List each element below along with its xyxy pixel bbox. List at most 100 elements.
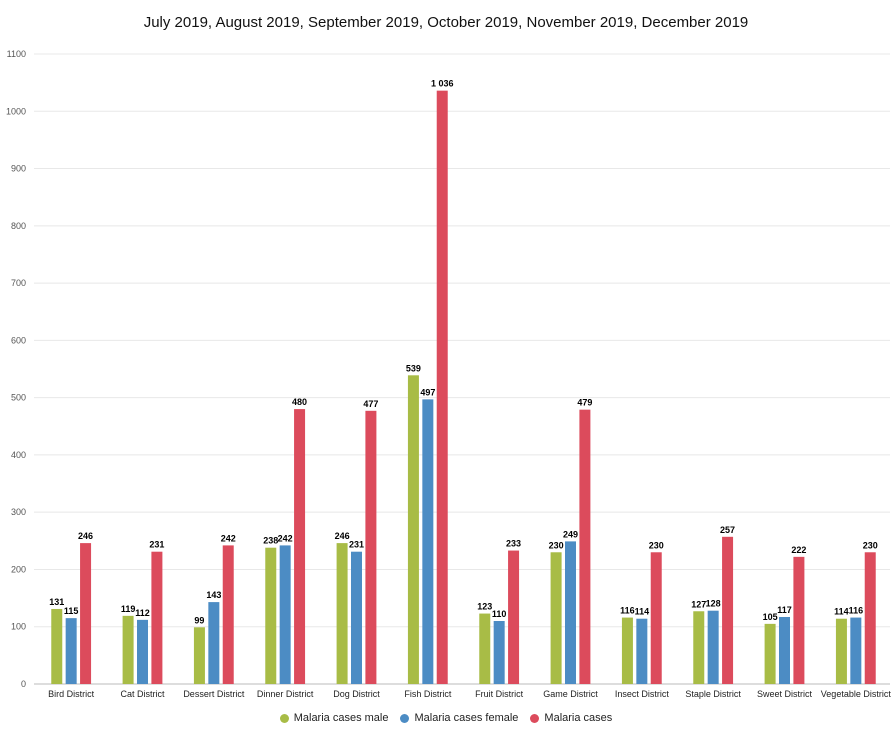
y-tick-label: 600 (11, 335, 26, 345)
data-label: 477 (363, 399, 378, 409)
x-tick-label: Fruit District (475, 689, 523, 699)
legend-item: Malaria cases male (279, 712, 389, 724)
data-label: 99 (194, 615, 204, 625)
data-label: 143 (206, 590, 221, 600)
legend-swatch (279, 713, 289, 723)
legend-swatch (530, 713, 540, 723)
data-label: 257 (720, 525, 735, 535)
legend-item: Malaria cases female (400, 712, 518, 724)
data-label: 114 (834, 607, 849, 617)
x-tick-label: Cat District (120, 689, 165, 699)
y-tick-label: 1100 (7, 49, 26, 59)
y-tick-label: 300 (11, 507, 26, 517)
data-label: 246 (78, 531, 93, 541)
bar (151, 551, 163, 684)
bar (193, 627, 205, 684)
data-label: 114 (635, 607, 650, 617)
bar (407, 375, 419, 684)
x-tick-label: Sweet District (757, 689, 813, 699)
data-label: 480 (292, 397, 307, 407)
bar (279, 545, 291, 684)
x-tick-label: Game District (543, 689, 598, 699)
bar (565, 541, 576, 684)
x-tick-label: Staple District (685, 689, 741, 699)
legend-label: Malaria cases male (293, 712, 389, 724)
data-label: 127 (691, 599, 706, 609)
bar (864, 552, 876, 684)
data-label: 1 036 (431, 79, 454, 89)
bar (550, 552, 562, 684)
bar (479, 613, 491, 684)
bar (493, 621, 505, 684)
data-label: 249 (563, 529, 578, 539)
data-label: 117 (777, 605, 792, 615)
bar (80, 543, 92, 684)
bar (265, 547, 277, 684)
y-tick-label: 800 (11, 221, 26, 231)
bar (122, 615, 134, 684)
bar (793, 556, 805, 684)
y-tick-label: 1000 (6, 106, 26, 116)
data-label: 131 (49, 597, 64, 607)
bar (579, 409, 591, 684)
data-label: 230 (549, 540, 564, 550)
x-tick-label: Fish District (404, 689, 451, 699)
y-tick-label: 900 (11, 164, 26, 174)
data-label: 112 (135, 608, 150, 618)
data-label: 231 (149, 540, 164, 550)
data-label: 105 (763, 612, 778, 622)
bar (137, 619, 148, 684)
data-label: 238 (263, 536, 278, 546)
bar (850, 617, 862, 684)
data-label: 110 (492, 609, 507, 619)
legend-item: Malaria cases (530, 712, 612, 724)
x-tick-label: Dinner District (257, 689, 314, 699)
data-label: 230 (649, 540, 664, 550)
bar (707, 610, 719, 684)
data-label: 222 (791, 545, 806, 555)
bar (65, 618, 77, 684)
data-label: 539 (406, 363, 421, 373)
bar (294, 409, 306, 684)
bar (208, 602, 220, 684)
y-tick-label: 0 (21, 679, 26, 689)
data-label: 123 (477, 602, 492, 612)
x-tick-label: Insect District (615, 689, 670, 699)
data-label: 233 (506, 539, 521, 549)
data-label: 116 (620, 606, 635, 616)
bar (222, 545, 234, 684)
data-label: 231 (349, 540, 364, 550)
data-label: 242 (221, 533, 236, 543)
bar (650, 552, 662, 684)
bar (51, 608, 63, 684)
bar (351, 551, 362, 684)
x-tick-label: Dog District (333, 689, 380, 699)
y-tick-label: 100 (11, 622, 26, 632)
y-tick-label: 200 (11, 564, 26, 574)
bar (693, 611, 705, 684)
data-label: 128 (706, 599, 721, 609)
data-label: 246 (335, 531, 350, 541)
bar (336, 543, 348, 684)
bar (621, 617, 633, 684)
data-label: 479 (577, 398, 592, 408)
data-label: 497 (420, 387, 435, 397)
data-label: 116 (849, 606, 864, 616)
y-tick-label: 400 (11, 450, 26, 460)
bar (835, 618, 847, 684)
legend-label: Malaria cases (544, 712, 613, 724)
bar (764, 623, 776, 684)
data-label: 115 (64, 606, 79, 616)
x-tick-label: Vegetable District (821, 689, 892, 699)
bar (722, 536, 734, 684)
bar (779, 616, 790, 684)
bar (636, 618, 648, 684)
legend: Malaria cases male Malaria cases female Ma… (0, 712, 892, 726)
legend-label: Malaria cases female (414, 712, 519, 724)
bar (422, 399, 434, 684)
x-tick-label: Bird District (48, 689, 95, 699)
data-label: 230 (863, 540, 878, 550)
y-tick-label: 500 (11, 393, 26, 403)
